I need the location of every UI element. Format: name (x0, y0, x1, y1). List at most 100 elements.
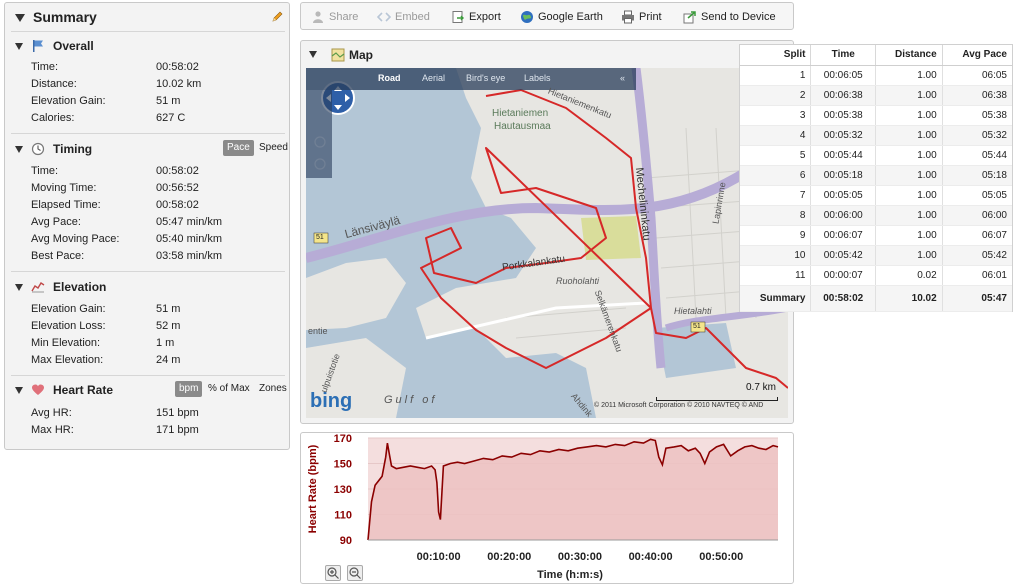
embed-button[interactable]: Embed (377, 9, 430, 25)
split-row[interactable]: 7 00:05:05 1.00 05:05 (740, 185, 1012, 206)
split-distance: 1.00 (875, 125, 943, 146)
print-label: Print (639, 11, 662, 23)
stat-value: 00:58:02 (156, 165, 199, 177)
edit-pencil-icon[interactable] (271, 11, 283, 23)
x-axis-label: Time (h:m:s) (537, 569, 603, 581)
stat-label: Max HR: (31, 424, 74, 436)
stat-label: Avg Moving Pace: (31, 233, 120, 245)
highway-lansivayla (306, 143, 788, 263)
map-title: Map (349, 48, 373, 62)
printer-icon (622, 10, 634, 24)
collapse-triangle-icon[interactable] (15, 387, 23, 394)
divider (11, 375, 285, 376)
split-row[interactable]: 3 00:05:38 1.00 05:38 (740, 105, 1012, 126)
stat-label: Moving Time: (31, 182, 97, 194)
zoom-out-icon (349, 567, 361, 579)
route-map[interactable]: Road Aerial Bird's eye Labels « Hietanie… (306, 68, 788, 418)
split-row[interactable]: 1 00:06:05 1.00 06:05 (740, 65, 1012, 86)
split-row[interactable]: 10 00:05:42 1.00 05:42 (740, 245, 1012, 266)
split-row[interactable]: 5 00:05:44 1.00 05:44 (740, 145, 1012, 166)
elevation-section-header[interactable]: Elevation (11, 278, 285, 298)
map-canvas[interactable] (306, 68, 788, 418)
timing-section-header[interactable]: Timing Pace Speed (11, 140, 288, 160)
stat-value: 05:47 min/km (156, 216, 223, 228)
time-column-header[interactable]: Time (810, 45, 876, 66)
stat-value: 03:58 min/km (156, 250, 223, 262)
stat-label: Elevation Loss: (31, 320, 106, 332)
collapse-triangle-icon[interactable] (15, 14, 25, 22)
split-row[interactable]: 4 00:05:32 1.00 05:32 (740, 125, 1012, 146)
split-distance: 0.02 (875, 265, 943, 286)
split-row[interactable]: 8 00:06:00 1.00 06:00 (740, 205, 1012, 226)
stat-label: Calories: (31, 112, 75, 124)
export-button[interactable]: Export (451, 9, 501, 25)
map-label-gulf: Gulf of (384, 394, 438, 406)
x-tick-label: 00:30:00 (558, 551, 602, 563)
collapse-triangle-icon[interactable] (15, 284, 23, 291)
stat-value: 51 m (156, 95, 181, 107)
map-tab-aerial[interactable]: Aerial (422, 73, 446, 83)
split-distance: 1.00 (875, 65, 943, 86)
map-label-hietaniemen: Hietaniemen (492, 108, 549, 119)
split-distance: 1.00 (875, 185, 943, 206)
splits-grid: Split Time Distance Avg Pace 1 00:06:05 1.… (740, 45, 1012, 312)
send-to-device-button[interactable]: Send to Device (683, 9, 776, 25)
stat-value: 51 m (156, 303, 181, 315)
heart-rate-section-header[interactable]: Heart Rate bpm % of Max Zones (11, 381, 287, 401)
embed-label: Embed (395, 11, 430, 23)
collapse-triangle-icon[interactable] (15, 43, 23, 50)
zoom-in-button[interactable] (325, 565, 341, 581)
map-tab-road[interactable]: Road (378, 73, 401, 83)
split-distance: 1.00 (875, 145, 943, 166)
pace-toggle[interactable]: Pace (223, 140, 254, 156)
map-tab-labels[interactable]: Labels (524, 73, 551, 83)
map-label-road-51: 51 (693, 323, 701, 330)
collapse-map-tabs-icon[interactable]: « (620, 73, 626, 83)
distance-column-header[interactable]: Distance (875, 45, 943, 66)
zones-toggle[interactable]: Zones (259, 383, 287, 394)
split-time: 00:00:07 (810, 265, 876, 286)
split-number: 2 (740, 85, 811, 106)
stat-value: 627 C (156, 112, 186, 124)
split-distance: 1.00 (875, 165, 943, 186)
summary-header[interactable]: Summary (13, 9, 283, 29)
bpm-toggle[interactable]: bpm (175, 381, 203, 397)
overall-title: Overall (53, 39, 94, 53)
stat-value: 00:58:02 (156, 199, 199, 211)
split-row[interactable]: 9 00:06:07 1.00 06:07 (740, 225, 1012, 246)
split-row[interactable]: 6 00:05:18 1.00 05:18 (740, 165, 1012, 186)
clock-icon (31, 142, 45, 156)
embed-code-icon (377, 12, 391, 22)
share-label: Share (329, 11, 359, 23)
split-time: 00:05:18 (810, 165, 876, 186)
speed-toggle[interactable]: Speed (259, 142, 288, 153)
street-grid (505, 127, 787, 339)
stat-value: 10.02 km (156, 78, 202, 90)
split-number: 8 (740, 205, 811, 226)
send-to-device-label: Send to Device (701, 11, 776, 23)
divider (11, 133, 285, 134)
overall-section-header[interactable]: Overall (11, 37, 285, 57)
map-tab-birds-eye[interactable]: Bird's eye (466, 73, 506, 83)
percent-of-max-toggle[interactable]: % of Max (208, 383, 250, 394)
split-number: 3 (740, 105, 811, 126)
split-row[interactable]: 2 00:06:38 1.00 06:38 (740, 85, 1012, 106)
share-button[interactable]: Share (311, 9, 358, 25)
avg-pace-column-header[interactable]: Avg Pace (941, 45, 1012, 66)
print-button[interactable]: Print (621, 9, 662, 25)
map-label-entie: entie (308, 326, 328, 336)
map-scale-bar (656, 397, 778, 401)
stat-label: Elevation Gain: (31, 303, 106, 315)
collapse-triangle-icon[interactable] (15, 146, 23, 153)
google-earth-button[interactable]: Google Earth (520, 9, 603, 25)
zoom-out-button[interactable] (347, 565, 363, 581)
split-number: 7 (740, 185, 811, 206)
y-tick-label: 90 (340, 535, 352, 547)
split-row[interactable]: 11 00:00:07 0.02 06:01 (740, 265, 1012, 286)
split-avg-pace: 06:05 (941, 65, 1012, 86)
split-column-header[interactable]: Split (740, 45, 811, 66)
stat-value: 1 m (156, 337, 175, 349)
collapse-triangle-icon[interactable] (309, 51, 317, 58)
y-tick-label: 130 (334, 484, 352, 496)
heart-rate-chart[interactable]: 90 110 130 150 170 00:10:00 00:20:00 00:30:00 00… (300, 432, 794, 584)
